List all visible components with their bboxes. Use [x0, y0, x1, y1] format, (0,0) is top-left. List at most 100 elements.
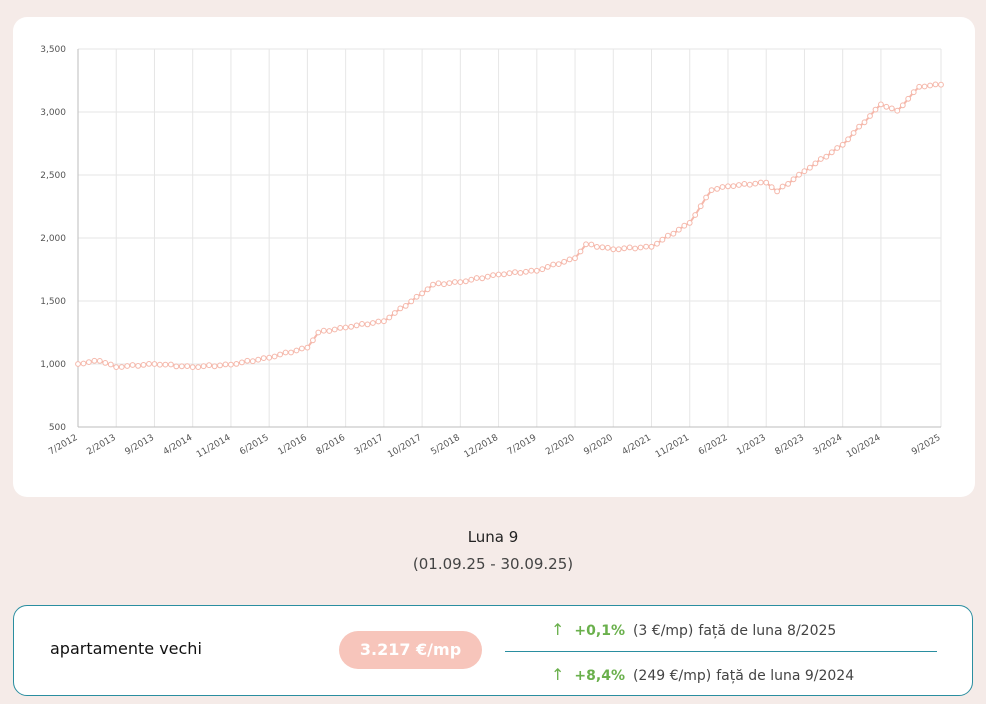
data-point: [604, 244, 611, 251]
y-tick-label: 3,500: [40, 45, 66, 55]
data-point: [686, 220, 693, 226]
data-point: [457, 279, 464, 286]
data-point: [790, 176, 797, 183]
data-point: [675, 226, 682, 233]
x-tick-label: 11/2021: [654, 433, 691, 460]
stats-divider: [505, 651, 937, 652]
data-point: [577, 248, 584, 255]
y-tick-label: 500: [49, 423, 66, 433]
data-point: [867, 113, 873, 119]
data-point: [118, 364, 125, 370]
data-point: [703, 194, 709, 201]
data-point: [697, 203, 704, 210]
data-point: [222, 361, 229, 368]
data-point: [916, 83, 923, 90]
data-point: [807, 164, 813, 171]
data-point: [424, 286, 431, 293]
x-tick-label: 1/2016: [276, 433, 309, 458]
data-point: [211, 363, 218, 370]
x-tick-label: 6/2022: [697, 433, 729, 457]
data-point: [583, 241, 589, 248]
y-tick-label: 1,000: [40, 360, 66, 370]
data-point: [320, 327, 327, 334]
data-point: [621, 245, 628, 252]
data-point: [397, 305, 404, 312]
price-badge: 3.217 €/mp: [339, 631, 482, 669]
monthly-change-row: ↑ +0,1% (3 €/mp) față de luna 8/2025: [551, 620, 836, 639]
data-point: [834, 145, 841, 151]
data-point: [206, 362, 213, 369]
data-point: [615, 246, 622, 253]
data-point: [282, 349, 289, 356]
data-point: [468, 276, 475, 283]
x-tick-label: 2/2020: [544, 433, 577, 458]
data-point: [337, 325, 344, 331]
data-point: [435, 280, 442, 287]
data-point: [75, 361, 81, 367]
data-point: [184, 363, 191, 370]
data-point: [932, 81, 939, 88]
data-point: [249, 358, 256, 365]
data-point: [189, 364, 196, 371]
data-point: [124, 363, 131, 369]
data-point: [654, 240, 660, 247]
data-point: [708, 187, 715, 194]
data-point: [86, 359, 92, 366]
data-point: [113, 364, 120, 371]
data-point: [408, 298, 415, 305]
data-point: [812, 160, 819, 167]
data-point: [157, 361, 163, 368]
x-tick-label: 12/2018: [463, 433, 501, 460]
x-tick-label: 7/2019: [506, 433, 539, 458]
data-point: [823, 153, 830, 160]
x-tick-label: 6/2015: [238, 433, 270, 457]
yearly-change-row: ↑ +8,4% (249 €/mp) față de luna 9/2024: [551, 665, 854, 684]
data-point: [566, 256, 573, 263]
data-point: [539, 266, 546, 273]
data-point: [523, 268, 529, 275]
data-point: [260, 355, 267, 362]
data-point: [888, 105, 895, 112]
data-point: [386, 314, 393, 321]
x-tick-label: 4/2014: [162, 433, 195, 458]
data-point: [288, 349, 294, 356]
data-point: [495, 271, 502, 278]
data-point: [845, 136, 851, 143]
data-point: [200, 363, 207, 370]
data-point: [752, 180, 759, 187]
data-point: [910, 89, 917, 96]
data-point: [779, 183, 786, 190]
data-point: [839, 141, 846, 148]
x-tick-label: 8/2016: [315, 433, 348, 458]
data-point: [921, 83, 928, 90]
data-point: [293, 347, 300, 354]
data-point: [850, 130, 857, 136]
data-point: [599, 244, 606, 251]
data-point: [479, 275, 486, 282]
data-point: [828, 149, 835, 156]
x-tick-label: 3/2017: [353, 433, 385, 457]
data-point: [348, 323, 355, 330]
data-point: [746, 181, 753, 188]
data-point: [96, 358, 103, 364]
data-point: [632, 245, 638, 252]
arrow-up-icon: ↑: [551, 620, 565, 639]
data-point: [430, 281, 436, 288]
y-tick-label: 2,500: [40, 171, 66, 181]
data-point: [763, 179, 770, 186]
data-point: [883, 103, 890, 110]
data-point: [129, 362, 136, 368]
x-tick-label: 9/2020: [582, 433, 615, 458]
data-point: [173, 363, 180, 370]
data-point: [266, 354, 273, 361]
data-point: [561, 258, 567, 265]
data-point: [659, 236, 666, 243]
data-point: [533, 267, 540, 274]
data-point: [517, 270, 524, 276]
data-point: [648, 243, 655, 250]
data-point: [670, 230, 677, 237]
data-point: [512, 269, 518, 276]
data-point: [195, 364, 202, 371]
data-point: [905, 95, 912, 102]
